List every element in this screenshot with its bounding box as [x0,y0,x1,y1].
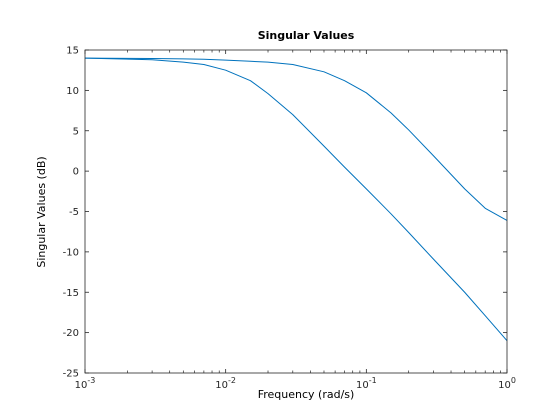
singular-value-line-1 [84,57,508,221]
y-tick-label: 5 [73,126,79,137]
y-tick-label: -25 [63,369,79,380]
x-tick-label: 10-1 [356,376,377,391]
series-layer [84,57,508,342]
x-tick-label: 100 [498,376,516,391]
chart-title: Singular Values [258,29,355,42]
y-tick-label: -10 [63,247,79,258]
x-tick-label: 10-2 [215,376,236,391]
y-tick-label: 15 [66,46,79,57]
y-tick-label: 10 [66,86,79,97]
y-tick-label: -5 [69,207,79,218]
y-axis-label: Singular Values (dB) [35,156,48,267]
y-tick-label: 0 [73,167,79,178]
y-tick-label: -15 [63,288,79,299]
y-tick-label: -20 [63,328,79,339]
x-axis-label: Frequency (rad/s) [258,388,355,401]
plot-area [85,50,507,373]
singular-value-line-2 [84,57,508,342]
x-tick-label: 10-3 [75,376,96,391]
